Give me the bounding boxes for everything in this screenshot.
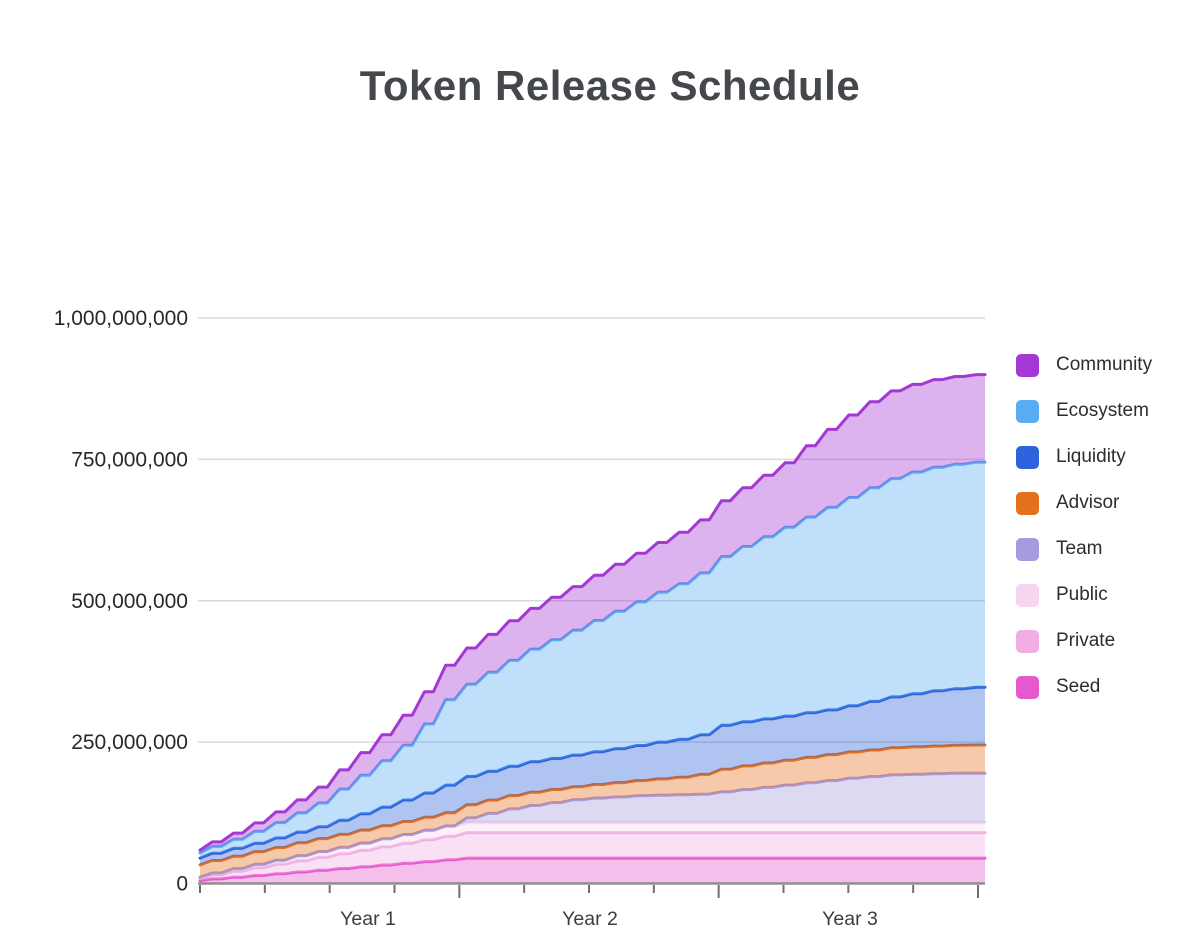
legend-swatch-seed	[1016, 675, 1039, 699]
boundary-line-liquidity	[198, 685, 987, 860]
x-axis-label: Year 2	[562, 908, 618, 930]
boundary-line-ecosystem	[198, 460, 987, 855]
legend-label: Private	[1056, 630, 1116, 651]
y-axis-label: 500,000,000	[71, 590, 188, 613]
legend-item-team: Team	[1016, 537, 1102, 561]
legend-label: Seed	[1056, 676, 1101, 697]
legend-swatch-liquidity	[1016, 445, 1039, 469]
boundary-line-team	[198, 771, 987, 879]
area-liquidity	[200, 687, 985, 865]
legend-swatch-private	[1016, 629, 1039, 653]
area-team	[200, 773, 985, 878]
area-community	[200, 374, 985, 853]
area-public	[200, 822, 985, 879]
legend-item-advisor: Advisor	[1016, 491, 1119, 515]
legend-label: Ecosystem	[1056, 400, 1149, 421]
legend-swatch-community	[1016, 353, 1039, 377]
area-private	[200, 832, 985, 881]
legend-label: Community	[1056, 354, 1153, 375]
legend-label: Team	[1056, 538, 1103, 559]
x-axis-label: Year 1	[340, 908, 396, 930]
legend-item-liquidity: Liquidity	[1016, 445, 1126, 469]
legend-label: Public	[1056, 584, 1108, 605]
legend-label: Advisor	[1056, 492, 1120, 513]
legend-item-public: Public	[1016, 583, 1108, 607]
x-axis-label: Year 3	[822, 908, 878, 930]
legend-swatch-public	[1016, 583, 1039, 607]
area-ecosystem	[200, 462, 985, 859]
legend-item-private: Private	[1016, 629, 1115, 653]
boundary-line-private	[198, 831, 987, 880]
boundary-line-community	[198, 373, 987, 852]
legend-item-seed: Seed	[1016, 675, 1100, 699]
area-advisor	[200, 745, 985, 878]
legend-item-community: Community	[1016, 353, 1152, 377]
chart-title: Token Release Schedule	[359, 62, 861, 109]
y-axis-label: 0	[176, 873, 188, 896]
boundary-line-seed	[198, 856, 987, 883]
legend-swatch-advisor	[1016, 491, 1039, 515]
legend-label: Liquidity	[1056, 446, 1126, 467]
y-axis-label: 1,000,000,000	[54, 307, 188, 330]
y-axis-label: 250,000,000	[71, 731, 188, 754]
legend-swatch-ecosystem	[1016, 399, 1039, 423]
legend-item-ecosystem: Ecosystem	[1016, 399, 1149, 423]
y-axis-label: 750,000,000	[71, 448, 188, 471]
boundary-line-advisor	[198, 743, 987, 867]
legend-swatch-team	[1016, 537, 1039, 561]
